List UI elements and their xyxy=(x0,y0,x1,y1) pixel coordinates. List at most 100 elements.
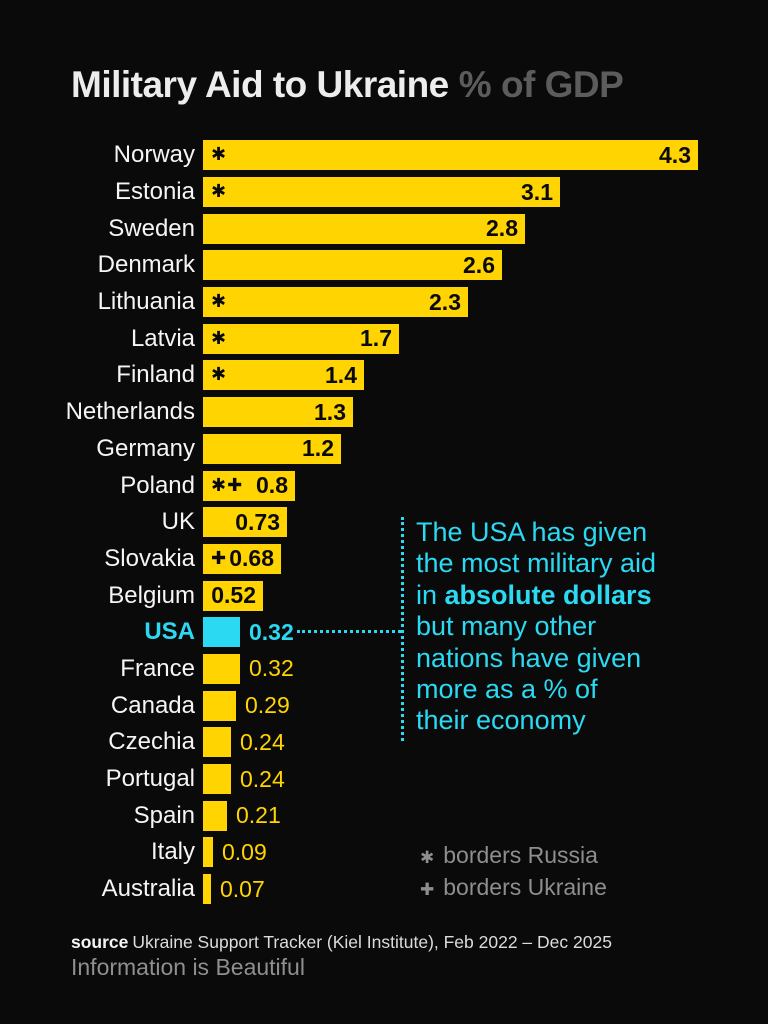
bar xyxy=(203,874,211,905)
chart-row: Germany 1.2 xyxy=(0,431,768,468)
value-label: 0.24 xyxy=(240,728,285,755)
country-label: Norway xyxy=(113,141,195,169)
chart-row: Belgium 0.52 xyxy=(0,577,768,614)
bar xyxy=(203,800,227,831)
credit-logo-text: Information is Beautiful xyxy=(71,954,305,980)
value-label: 1.3 xyxy=(314,398,346,425)
chart-row: Czechia 0.24 xyxy=(0,724,768,761)
border-marker-icon: ✚ xyxy=(211,547,228,569)
bar: 2.6 xyxy=(203,250,502,281)
legend-label: borders Russia xyxy=(443,842,598,868)
legend-item: ✱ borders Russia xyxy=(420,841,607,873)
bar: 1.2 xyxy=(203,433,341,464)
bar-chart: Norway ✱ 4.3 Estonia ✱ 3.1 Sweden 2.8 Denmark 2.6… xyxy=(0,137,768,907)
chart-row: Latvia ✱ 1.7 xyxy=(0,320,768,357)
country-label: Sweden xyxy=(108,214,195,242)
border-marker-icon: ✱ xyxy=(211,364,228,386)
bar xyxy=(203,764,231,795)
bar xyxy=(203,690,236,721)
border-marker-icon: ✱ xyxy=(211,327,228,349)
value-label: 1.7 xyxy=(360,325,392,352)
chart-row: Poland ✱✚ 0.8 xyxy=(0,467,768,504)
value-label: 0.73 xyxy=(235,508,280,535)
border-marker-icon: ✱ xyxy=(211,181,228,203)
source-label: source xyxy=(71,932,129,952)
country-label: Portugal xyxy=(105,765,195,793)
bar: ✱ 4.3 xyxy=(203,140,698,171)
annotation-line: more as a % of xyxy=(416,674,598,705)
legend-item: ✚ borders Ukraine xyxy=(420,873,607,905)
annotation-line: in absolute dollars xyxy=(416,579,652,610)
value-label: 2.8 xyxy=(486,215,518,242)
value-label: 1.4 xyxy=(325,361,357,388)
value-label: 0.32 xyxy=(249,655,294,682)
border-marker-icon: ✱✚ xyxy=(211,474,244,496)
value-label: 0.21 xyxy=(236,802,281,829)
usa-leader-dotted-line xyxy=(297,630,401,633)
chart-row: Norway ✱ 4.3 xyxy=(0,137,768,174)
title-suffix: % of GDP xyxy=(458,64,624,105)
marker-legend: ✱ borders Russia ✚ borders Ukraine xyxy=(420,841,607,904)
bar: 2.8 xyxy=(203,213,525,244)
bar: ✱✚ 0.8 xyxy=(203,470,295,501)
legend-label: borders Ukraine xyxy=(443,873,607,900)
country-label: Latvia xyxy=(130,324,195,352)
annotation-line: their economy xyxy=(416,705,586,736)
country-label: Italy xyxy=(150,838,195,866)
country-label: Poland xyxy=(120,471,195,499)
plus-icon: ✚ xyxy=(420,879,435,900)
chart-row: Australia 0.07 xyxy=(0,871,768,908)
annotation-line: The USA has given xyxy=(416,517,648,547)
value-label: 2.6 xyxy=(463,251,495,278)
asterisk-icon: ✱ xyxy=(420,848,435,868)
page-title: Military Aid to Ukraine% of GDP xyxy=(71,64,624,106)
chart-row: Lithuania ✱ 2.3 xyxy=(0,284,768,321)
chart-row: France 0.32 xyxy=(0,651,768,688)
country-label: USA xyxy=(144,618,195,646)
country-label: Finland xyxy=(116,361,195,389)
chart-row: Italy 0.09 xyxy=(0,834,768,871)
value-label: 0.52 xyxy=(211,582,256,609)
value-label: 0.68 xyxy=(229,545,274,572)
source-line: source Ukraine Support Tracker (Kiel Inst… xyxy=(71,932,612,953)
country-label: Australia xyxy=(101,875,195,903)
country-label: France xyxy=(120,654,195,682)
chart-row: Slovakia ✚ 0.68 xyxy=(0,541,768,578)
bar: ✱ 1.7 xyxy=(203,323,399,354)
country-label: Denmark xyxy=(97,251,195,279)
chart-row: USA 0.32 xyxy=(0,614,768,651)
value-label: 2.3 xyxy=(429,288,461,315)
bar: 0.73 xyxy=(203,507,287,538)
country-label: Netherlands xyxy=(65,398,195,426)
value-label: 0.24 xyxy=(240,765,285,792)
bar: ✚ 0.68 xyxy=(203,543,281,574)
country-label: Spain xyxy=(133,801,195,829)
title-main: Military Aid to Ukraine xyxy=(71,64,449,105)
bar: ✱ 2.3 xyxy=(203,287,468,318)
bar: ✱ 1.4 xyxy=(203,360,364,391)
chart-row: Netherlands 1.3 xyxy=(0,394,768,431)
value-label: 0.29 xyxy=(245,692,290,719)
annotation-line: but many other xyxy=(416,611,597,642)
chart-row: Finland ✱ 1.4 xyxy=(0,357,768,394)
bar xyxy=(203,653,240,684)
country-label: Estonia xyxy=(114,178,195,206)
chart-row: Denmark 2.6 xyxy=(0,247,768,284)
border-marker-icon: ✱ xyxy=(211,144,228,166)
bar-usa-highlight xyxy=(203,617,240,648)
chart-row: UK 0.73 xyxy=(0,504,768,541)
country-label: Belgium xyxy=(108,581,195,609)
value-label: 3.1 xyxy=(521,178,553,205)
value-label: 0.07 xyxy=(220,875,265,902)
annotation-line: the most military aid xyxy=(416,548,657,579)
value-label: 1.2 xyxy=(302,435,334,462)
usa-annotation-text: The USA has given the most military aid in… xyxy=(416,517,656,737)
chart-row: Estonia ✱ 3.1 xyxy=(0,174,768,211)
country-label: Germany xyxy=(96,434,195,462)
bar: 0.52 xyxy=(203,580,263,611)
value-label: 0.32 xyxy=(249,618,294,645)
value-label: 0.09 xyxy=(222,838,267,865)
country-label: UK xyxy=(161,508,195,536)
source-text: Ukraine Support Tracker (Kiel Institute)… xyxy=(132,932,612,952)
